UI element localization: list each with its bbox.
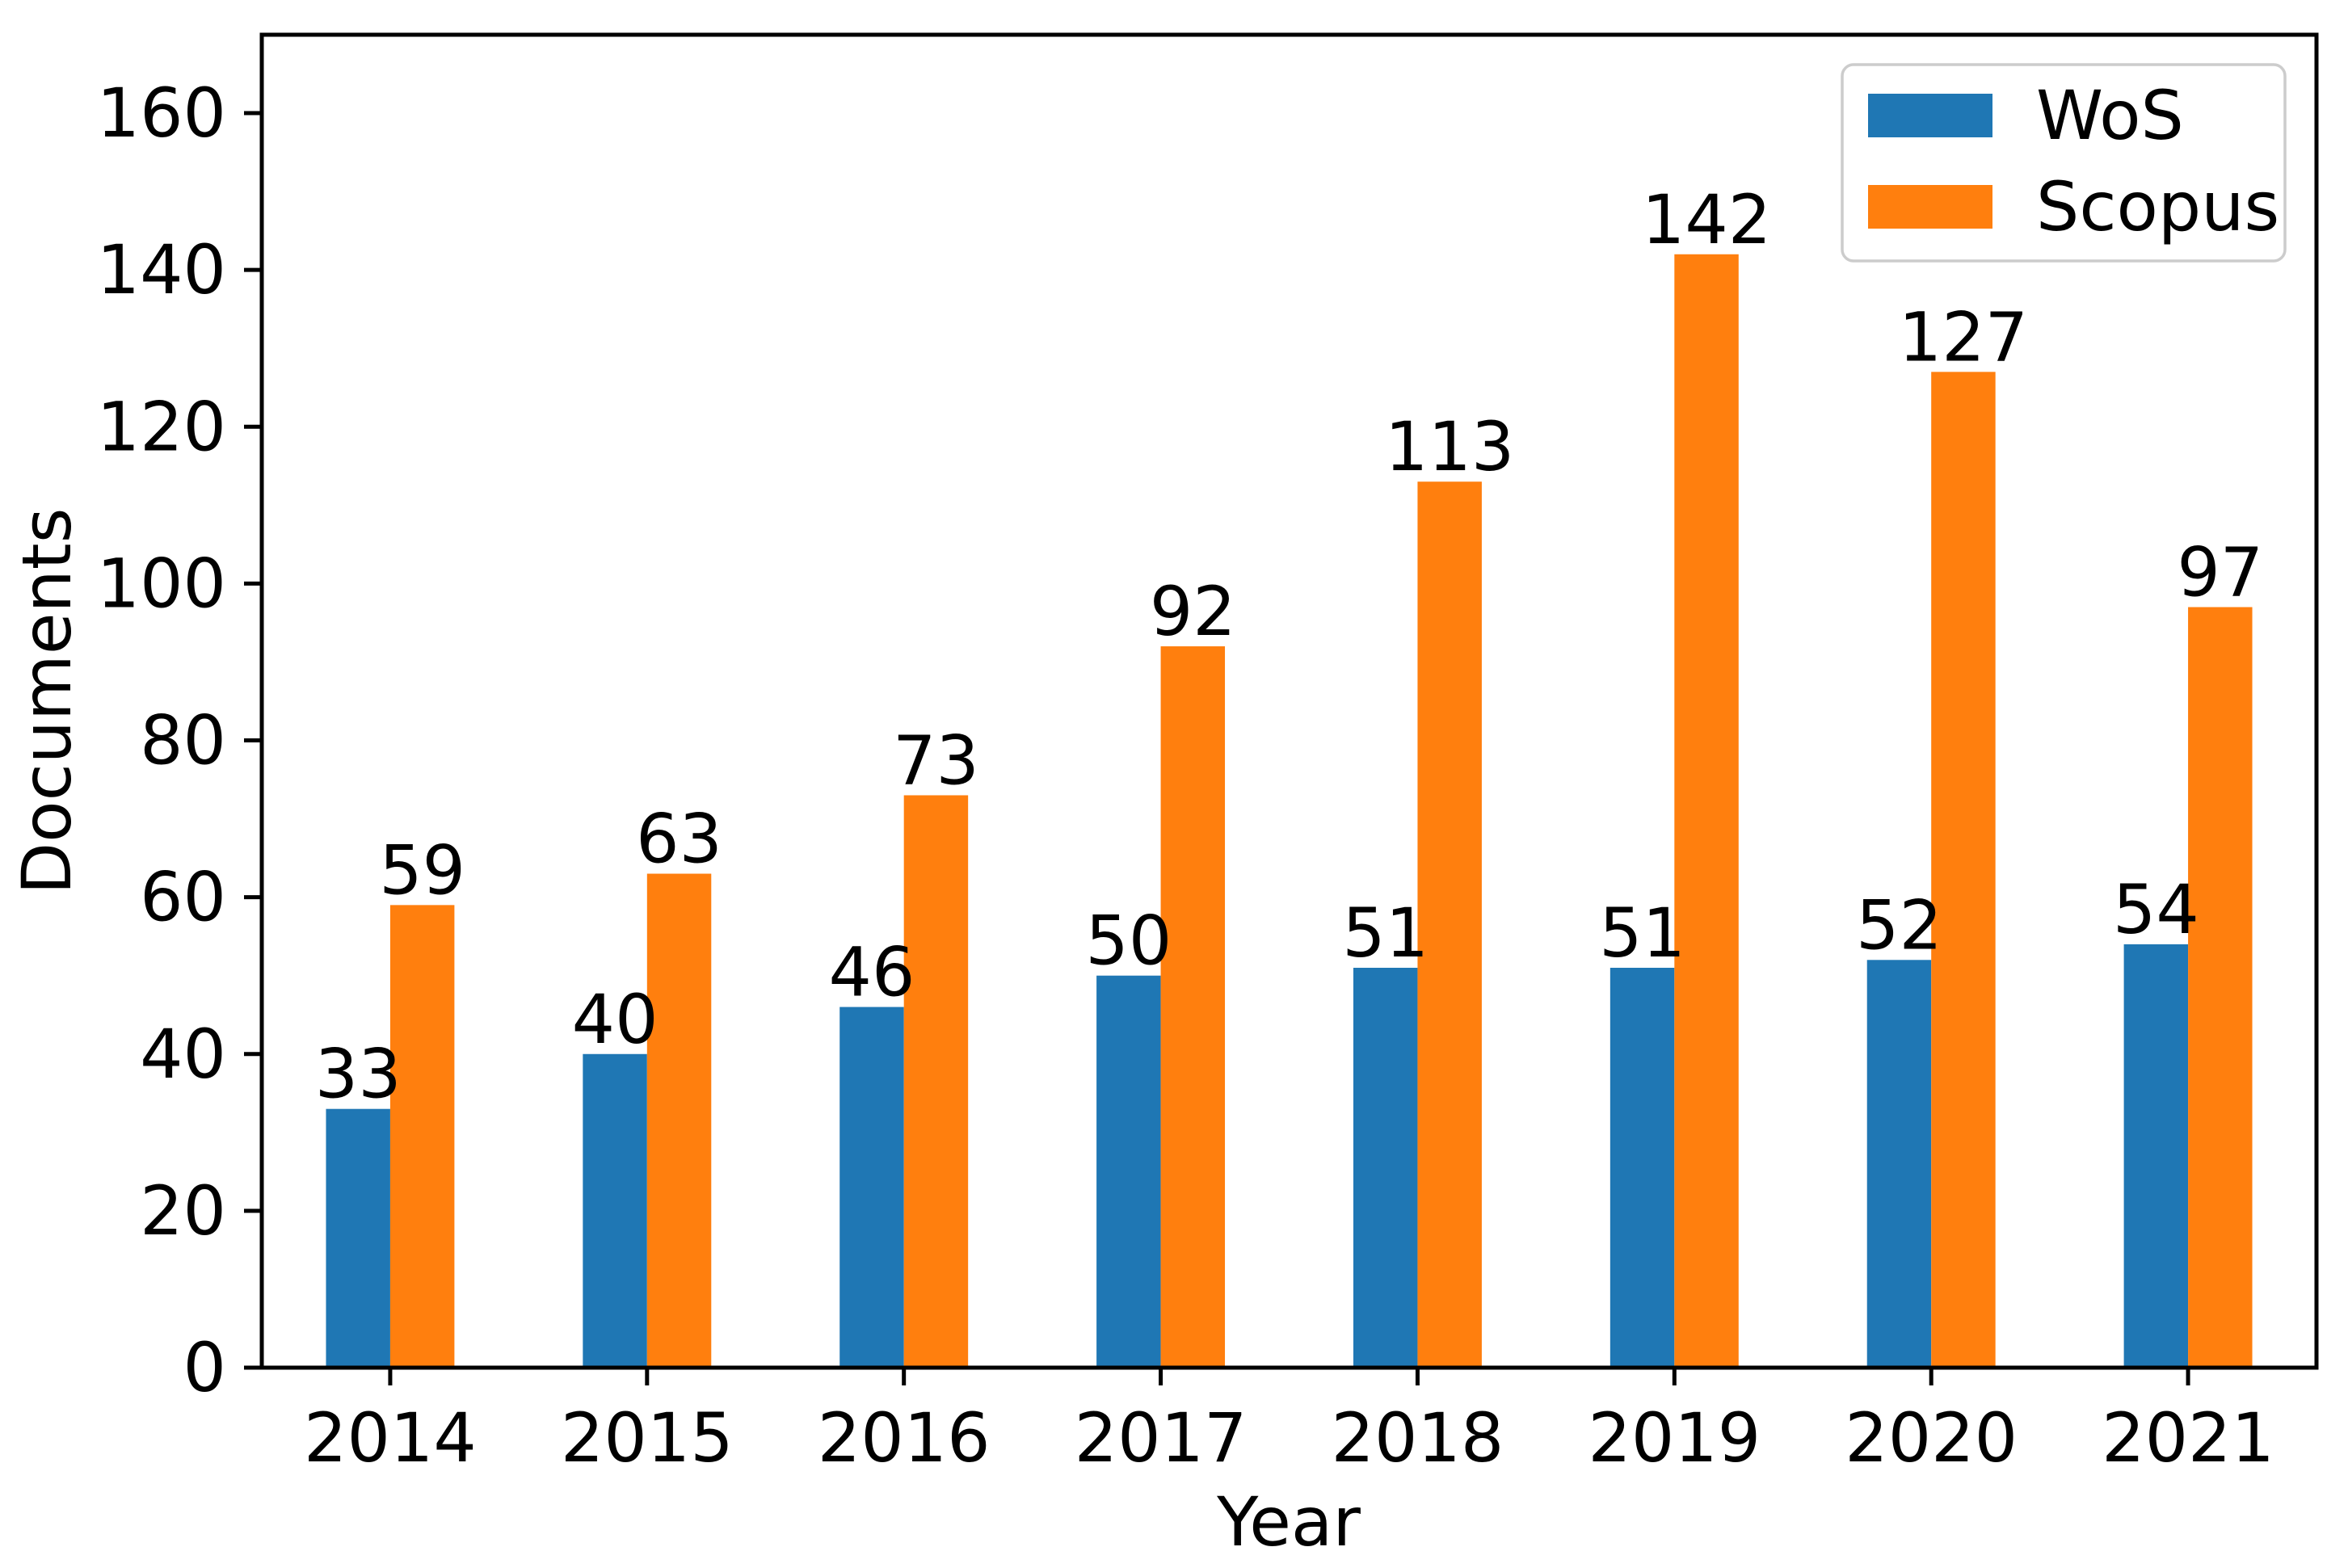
x-tick-label: 2021: [2102, 1398, 2274, 1478]
bar-wos-2019: [1610, 968, 1675, 1368]
x-tick-label: 2015: [561, 1398, 734, 1478]
bar-wos-2018: [1353, 968, 1418, 1368]
legend-label-scopus: Scopus: [2036, 167, 2279, 246]
y-tick-label: 0: [183, 1328, 226, 1407]
x-axis-title: Year: [1216, 1482, 1361, 1562]
legend-label-wos: WoS: [2036, 76, 2184, 155]
y-tick-label: 100: [97, 544, 226, 623]
y-axis-ticks: 0 20 40 60 80 100 120 140 160: [97, 74, 262, 1407]
bar-wos-2016: [839, 1007, 904, 1368]
y-axis-title: Documents: [7, 508, 86, 895]
bar-wos-2020: [1866, 960, 1932, 1368]
y-tick-label: 60: [140, 858, 226, 937]
legend: WoS Scopus: [1841, 63, 2287, 263]
bar-series: [326, 254, 2253, 1368]
x-tick-label: 2014: [304, 1398, 477, 1478]
bar-value-wos-2020: 52: [1856, 885, 1942, 965]
bar-scopus-2017: [1160, 646, 1226, 1368]
bar-value-scopus-2021: 97: [2177, 533, 2263, 612]
legend-swatch-wos: [1868, 94, 1992, 137]
y-tick-label: 80: [140, 701, 226, 780]
bar-scopus-2021: [2188, 607, 2253, 1368]
bar-wos-2015: [583, 1053, 647, 1368]
bar-value-wos-2019: 51: [1599, 893, 1685, 973]
legend-swatch-scopus: [1868, 185, 1992, 229]
y-tick-label: 120: [97, 387, 226, 466]
bar-value-wos-2021: 54: [2113, 870, 2199, 949]
bar-wos-2017: [1096, 975, 1161, 1368]
bar-value-scopus-2014: 59: [379, 830, 465, 910]
x-axis-ticks: 2014 2015 2016 2017 2018 2019 2020 2021: [304, 1368, 2274, 1478]
bar-value-wos-2018: 51: [1342, 893, 1429, 973]
x-tick-label: 2017: [1075, 1398, 1248, 1478]
bar-value-scopus-2019: 142: [1642, 180, 1771, 259]
x-tick-label: 2020: [1845, 1398, 2018, 1478]
x-tick-label: 2018: [1332, 1398, 1504, 1478]
bar-value-scopus-2017: 92: [1150, 572, 1236, 651]
bar-wos-2014: [326, 1108, 390, 1368]
bar-value-wos-2015: 40: [572, 980, 659, 1059]
bar-value-scopus-2020: 127: [1899, 297, 2028, 376]
y-tick-label: 40: [140, 1015, 226, 1094]
plot-frame: [259, 32, 2319, 1370]
bar-value-scopus-2016: 73: [893, 721, 979, 800]
bar-value-wos-2014: 33: [315, 1035, 402, 1114]
bar-value-wos-2017: 50: [1085, 902, 1172, 981]
bar-scopus-2015: [646, 873, 712, 1368]
bar-value-scopus-2018: 113: [1385, 407, 1514, 486]
bar-scopus-2014: [389, 905, 455, 1368]
y-tick-label: 140: [97, 230, 226, 309]
bar-scopus-2018: [1417, 481, 1482, 1368]
y-tick-label: 20: [140, 1171, 226, 1251]
x-tick-label: 2016: [818, 1398, 991, 1478]
bar-scopus-2019: [1674, 254, 1739, 1368]
bar-wos-2021: [2123, 944, 2189, 1368]
bar-value-labels: 33 40 46 50 51 51 52 54 59 63 73 92 113 142 127 97: [315, 180, 2263, 1114]
bar-value-scopus-2015: 63: [636, 800, 722, 879]
x-tick-label: 2019: [1588, 1398, 1761, 1478]
y-tick-label: 160: [97, 74, 226, 153]
bar-scopus-2020: [1931, 372, 1996, 1368]
bar-scopus-2016: [903, 795, 969, 1368]
bar-value-wos-2016: 46: [829, 933, 915, 1012]
